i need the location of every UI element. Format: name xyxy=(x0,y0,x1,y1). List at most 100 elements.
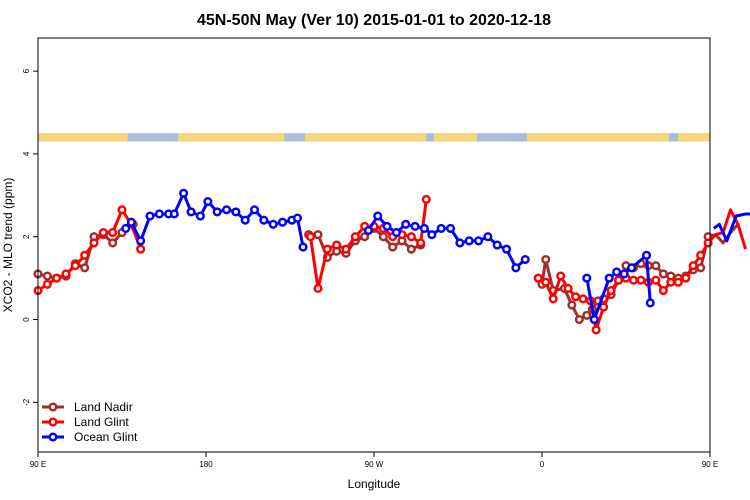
legend-marker xyxy=(48,432,58,442)
data-point xyxy=(277,217,288,227)
series-ocean-glint xyxy=(121,188,750,325)
data-point xyxy=(360,232,370,242)
data-point xyxy=(80,250,90,260)
x-tick-label: 90 E xyxy=(30,460,46,469)
data-point xyxy=(80,263,90,273)
data-point xyxy=(179,188,189,198)
land-segment xyxy=(527,133,669,142)
data-point xyxy=(578,294,588,304)
data-point xyxy=(121,223,131,233)
data-point xyxy=(582,310,592,320)
data-point xyxy=(548,294,558,304)
land-segment xyxy=(304,133,427,142)
data-point xyxy=(136,244,146,254)
data-point xyxy=(589,314,599,325)
series-land-glint xyxy=(33,194,747,335)
data-point xyxy=(427,230,437,240)
data-point xyxy=(666,277,676,287)
x-axis-label: Longitude xyxy=(348,477,401,491)
data-point xyxy=(658,285,668,296)
data-point xyxy=(136,236,146,246)
data-point xyxy=(599,302,609,312)
data-point xyxy=(268,219,278,229)
x-tick-label: 0 xyxy=(540,460,545,469)
data-point xyxy=(571,292,581,302)
data-point xyxy=(240,215,250,225)
series-line xyxy=(309,199,428,290)
data-point xyxy=(636,275,646,285)
land-segment xyxy=(178,133,285,142)
data-point xyxy=(292,213,303,223)
data-point xyxy=(332,240,342,250)
data-point xyxy=(341,244,351,254)
data-point xyxy=(98,228,108,238)
data-point xyxy=(651,275,661,285)
data-point xyxy=(483,232,493,242)
data-point xyxy=(298,242,308,252)
land-segment xyxy=(433,133,477,142)
data-point xyxy=(61,269,71,279)
y-tick-label: 4 xyxy=(22,151,31,156)
data-point xyxy=(533,273,543,283)
y-tick-label: 2 xyxy=(22,234,31,239)
data-point xyxy=(563,283,573,294)
data-point xyxy=(350,232,360,242)
data-point xyxy=(410,221,420,231)
data-point xyxy=(259,215,269,225)
data-point xyxy=(464,236,474,246)
series-layer xyxy=(33,188,750,335)
data-point xyxy=(154,209,164,219)
legend-marker xyxy=(48,417,58,427)
data-point xyxy=(378,232,388,242)
data-point xyxy=(681,273,691,283)
x-tick-label: 90 W xyxy=(365,460,384,469)
data-point xyxy=(305,232,316,242)
x-tick-label: 180 xyxy=(199,460,213,469)
data-point xyxy=(645,298,655,308)
data-point xyxy=(436,223,446,233)
data-point xyxy=(627,263,637,273)
y-tick-label: 0 xyxy=(22,317,31,322)
data-point xyxy=(612,267,622,277)
y-tick-label: 6 xyxy=(22,68,31,73)
data-point xyxy=(231,207,241,217)
chart-title: 45N-50N May (Ver 10) 2015-01-01 to 2020-… xyxy=(197,12,551,29)
data-point xyxy=(249,205,260,215)
data-point xyxy=(401,219,411,229)
data-point xyxy=(556,271,566,281)
data-point xyxy=(445,223,456,233)
series-line xyxy=(712,212,750,243)
data-point xyxy=(501,244,512,254)
data-point xyxy=(673,277,683,287)
y-axis: -2 0 2 4 6 xyxy=(22,68,38,406)
data-point xyxy=(221,205,232,215)
data-point xyxy=(511,263,521,273)
data-point xyxy=(606,285,616,296)
data-point xyxy=(117,205,127,215)
data-point xyxy=(567,300,577,310)
data-point xyxy=(541,254,551,265)
legend-label: Land Nadir xyxy=(74,400,133,414)
data-point xyxy=(613,275,624,285)
y-axis-label: XCO2 - MLO trend (ppm) xyxy=(1,178,15,313)
data-point xyxy=(186,207,196,217)
data-point xyxy=(108,238,118,248)
series-line xyxy=(367,214,527,270)
data-point xyxy=(108,228,118,238)
data-point xyxy=(322,244,332,254)
data-point xyxy=(696,263,706,273)
data-point xyxy=(42,271,52,281)
land-segment xyxy=(38,133,128,142)
y-tick-label: -2 xyxy=(22,398,31,406)
data-point xyxy=(391,228,401,238)
x-tick-label: 90 E xyxy=(702,460,718,469)
data-point xyxy=(473,236,484,246)
data-point xyxy=(373,211,383,221)
data-point xyxy=(421,194,431,205)
data-point xyxy=(688,261,698,271)
data-point xyxy=(89,238,99,248)
data-point xyxy=(406,244,416,254)
data-point xyxy=(195,211,205,221)
data-point xyxy=(169,209,179,219)
data-point xyxy=(126,217,136,227)
